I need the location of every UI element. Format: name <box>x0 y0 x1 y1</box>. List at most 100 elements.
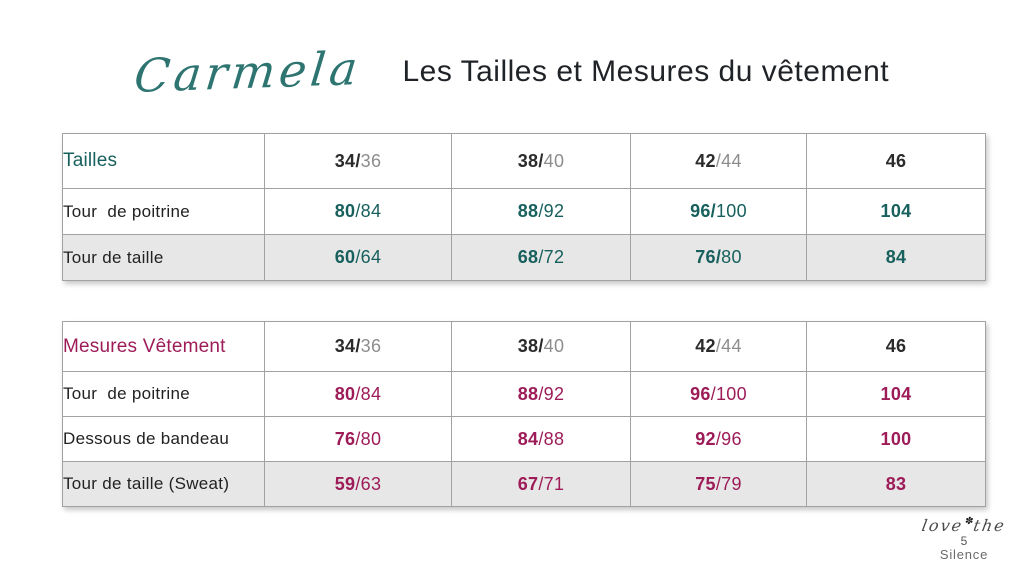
value-rest: /63 <box>355 473 382 494</box>
size-strong: 42 <box>695 150 716 171</box>
value-rest: /84 <box>355 383 382 404</box>
footer-script-the: the <box>972 515 1008 535</box>
value-rest: /96 <box>715 428 742 449</box>
table-title: Tailles <box>62 133 265 189</box>
value-strong: 80 <box>334 383 356 404</box>
value-strong: 59 <box>334 473 356 494</box>
value-rest: /80 <box>355 428 382 449</box>
measurement-value-cell: 88/92 <box>451 188 631 235</box>
size-strong: 46 <box>885 150 907 171</box>
table-title: Mesures Vêtement <box>62 321 265 372</box>
value-strong: 84 <box>517 428 539 449</box>
value-strong: 104 <box>880 383 912 404</box>
measurement-value-cell: 84 <box>806 234 986 281</box>
size-header-cell: 42/44 <box>630 321 807 372</box>
measurement-value-cell: 60/64 <box>264 234 452 281</box>
measurement-value-cell: 67/71 <box>451 461 631 507</box>
garment-measurements-table: Mesures Vêtement 34/36 38/40 42/44 46 Tour de… <box>62 321 986 507</box>
measurement-value-cell: 76/80 <box>630 234 807 281</box>
table-row: Tour de poitrine 80/84 88/92 96/100 104 <box>62 188 986 235</box>
value-strong: 100 <box>880 428 912 449</box>
value-strong: 67 <box>517 473 539 494</box>
size-header-cell: 38/40 <box>451 133 631 189</box>
value-strong: 83 <box>885 473 907 494</box>
measurement-value-cell: 80/84 <box>264 188 452 235</box>
size-header-cell: 38/40 <box>451 321 631 372</box>
value-rest: /92 <box>538 383 565 404</box>
footer-script-love: love <box>920 515 965 535</box>
row-label: Tour de taille (Sweat) <box>62 461 265 507</box>
value-rest: /92 <box>538 201 565 221</box>
measurement-value-cell: 84/88 <box>451 416 631 462</box>
measurement-value-cell: 68/72 <box>451 234 631 281</box>
page-number: 5 <box>960 533 968 548</box>
slide-header: Carmela Les Tailles et Mesures du vêteme… <box>0 34 1024 110</box>
table-row: Dessous de bandeau 76/80 84/88 92/96 100 <box>62 416 986 462</box>
value-strong: 104 <box>880 201 912 221</box>
measurement-value-cell: 88/92 <box>451 371 631 417</box>
size-muted: 40 <box>543 150 565 171</box>
size-header-cell: 42/44 <box>630 133 807 189</box>
size-strong: 38/ <box>517 150 544 171</box>
measurement-value-cell: 83 <box>806 461 986 507</box>
body-sizes-table: Tailles 34/36 38/40 42/44 46 Tour de poitrine… <box>62 133 986 281</box>
measurement-value-cell: 96/100 <box>630 188 807 235</box>
value-strong: 80 <box>334 201 356 221</box>
brand-logo-carmela: Carmela <box>131 41 364 103</box>
value-strong: 68 <box>517 247 539 267</box>
value-rest: 100 <box>716 201 747 221</box>
value-rest: /71 <box>538 473 565 494</box>
measurement-value-cell: 59/63 <box>264 461 452 507</box>
value-rest: /79 <box>715 473 742 494</box>
size-strong: 34/ <box>334 336 361 356</box>
size-strong: 46 <box>885 336 907 356</box>
size-muted: 36 <box>360 336 382 356</box>
table-row: Tour de taille (Sweat) 59/63 67/71 75/79 83 <box>62 461 986 507</box>
measurement-value-cell: 92/96 <box>630 416 807 462</box>
measurement-value-cell: 96/100 <box>630 371 807 417</box>
size-muted: /44 <box>715 336 742 356</box>
size-header-cell: 34/36 <box>264 133 452 189</box>
value-rest: /72 <box>538 247 565 267</box>
size-strong: 38/ <box>517 336 544 356</box>
measurement-value-cell: 76/80 <box>264 416 452 462</box>
row-label: Tour de poitrine <box>62 371 265 417</box>
table-header-row: Tailles 34/36 38/40 42/44 46 <box>62 133 986 189</box>
value-rest: /84 <box>355 201 382 221</box>
size-header-cell: 34/36 <box>264 321 452 372</box>
value-strong: 76 <box>334 428 356 449</box>
value-strong: 84 <box>885 247 907 267</box>
value-strong: 76/ <box>695 247 722 267</box>
value-strong: 96/ <box>690 201 716 221</box>
row-label: Tour de taille <box>62 234 265 281</box>
value-rest: 80 <box>721 247 742 267</box>
size-header-cell: 46 <box>806 321 986 372</box>
size-muted: 36 <box>360 150 382 171</box>
row-label: Dessous de bandeau <box>62 416 265 462</box>
size-header-cell: 46 <box>806 133 986 189</box>
value-strong: 75 <box>695 473 716 494</box>
value-rest: /100 <box>710 383 747 404</box>
size-strong: 34/ <box>334 150 361 171</box>
value-strong: 88 <box>517 201 539 221</box>
value-strong: 92 <box>695 428 716 449</box>
measurement-value-cell: 104 <box>806 188 986 235</box>
value-strong: 96 <box>690 383 711 404</box>
value-strong: 60 <box>334 247 356 267</box>
measurement-value-cell: 80/84 <box>264 371 452 417</box>
page-title: Les Tailles et Mesures du vêtement <box>402 55 890 88</box>
size-strong: 42 <box>695 336 716 356</box>
value-rest: /88 <box>538 428 565 449</box>
measurement-value-cell: 75/79 <box>630 461 807 507</box>
row-label: Tour de poitrine <box>62 188 265 235</box>
measurement-value-cell: 100 <box>806 416 986 462</box>
size-muted: 40 <box>543 336 565 356</box>
table-row: Tour de taille 60/64 68/72 76/80 84 <box>62 234 986 281</box>
table-header-row: Mesures Vêtement 34/36 38/40 42/44 46 <box>62 321 986 372</box>
measurement-value-cell: 104 <box>806 371 986 417</box>
footer-logo: love✽the 5 Silence <box>916 516 1012 562</box>
footer-brand-silence: Silence <box>939 546 989 562</box>
table-row: Tour de poitrine 80/84 88/92 96/100 104 <box>62 371 986 417</box>
value-rest: /64 <box>355 247 382 267</box>
